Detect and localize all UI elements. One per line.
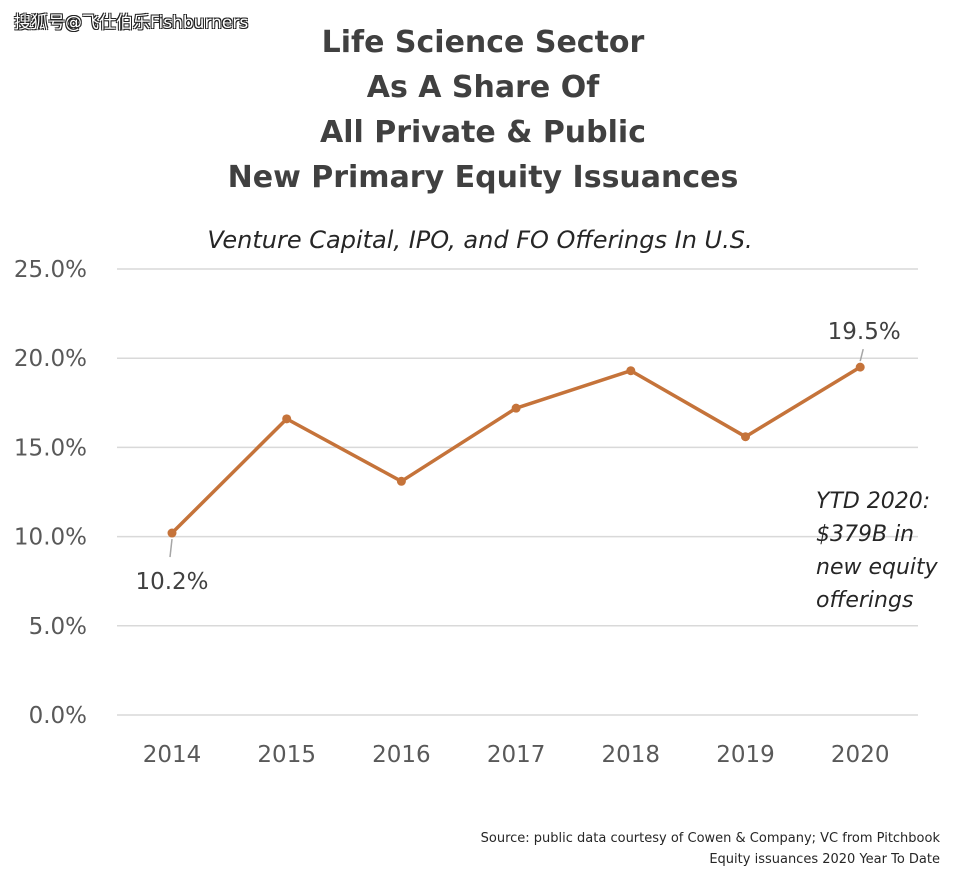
title-line-3: All Private & Public	[319, 115, 646, 150]
x-tick-label: 2014	[143, 742, 202, 768]
x-tick-label: 2019	[716, 742, 775, 768]
data-point	[741, 432, 750, 442]
y-tick-label: 25.0%	[14, 257, 87, 283]
x-tick-label: 2020	[831, 742, 890, 768]
ytd-annotation: YTD 2020: $379B in new equity offerings	[816, 489, 939, 613]
y-tick-label: 0.0%	[29, 703, 87, 729]
series-line	[170, 365, 862, 535]
data-point	[282, 414, 292, 424]
y-tick-label: 20.0%	[14, 346, 87, 372]
y-axis-ticks: 0.0% 5.0% 10.0% 15.0% 20.0% 25.0%	[14, 257, 87, 729]
series-group	[167, 362, 865, 538]
data-label-leader	[859, 348, 864, 362]
x-tick-label: 2016	[372, 742, 431, 768]
data-point	[855, 362, 865, 372]
annotation-line: offerings	[816, 588, 913, 613]
annotation-line: $379B in	[816, 522, 914, 547]
data-label: 19.5%	[828, 319, 901, 345]
annotation-line: new equity	[816, 555, 939, 580]
source-note: Source: public data courtesy of Cowen & …	[481, 828, 940, 870]
gridlines	[117, 268, 918, 716]
x-axis-ticks: 2014 2015 2016 2017 2018 2019 2020	[143, 742, 890, 768]
data-labels: 10.2% 19.5%	[135, 319, 900, 595]
x-tick-label: 2018	[602, 742, 661, 768]
data-point	[511, 403, 521, 413]
data-label-leader	[169, 538, 173, 558]
title-line-1: Life Science Sector	[321, 25, 645, 60]
data-point	[396, 476, 406, 486]
title-line-4: New Primary Equity Issuances	[227, 160, 739, 195]
chart-title: Life Science Sector As A Share Of All Pr…	[0, 20, 960, 200]
title-line-2: As A Share Of	[366, 70, 600, 105]
x-tick-label: 2017	[487, 742, 546, 768]
chart-subtitle: Venture Capital, IPO, and FO Offerings I…	[207, 226, 753, 254]
y-tick-label: 5.0%	[29, 614, 87, 640]
watermark: 搜狐号@飞仕伯乐Fishburners	[14, 13, 249, 33]
source-line-2: Equity issuances 2020 Year To Date	[709, 852, 940, 867]
x-tick-label: 2015	[257, 742, 316, 768]
data-point	[626, 366, 636, 376]
data-point	[167, 528, 177, 538]
annotation-line: YTD 2020:	[816, 489, 930, 514]
y-tick-label: 10.0%	[14, 525, 87, 551]
y-tick-label: 15.0%	[14, 435, 87, 461]
data-label: 10.2%	[135, 569, 208, 595]
source-line-1: Source: public data courtesy of Cowen & …	[480, 831, 940, 846]
